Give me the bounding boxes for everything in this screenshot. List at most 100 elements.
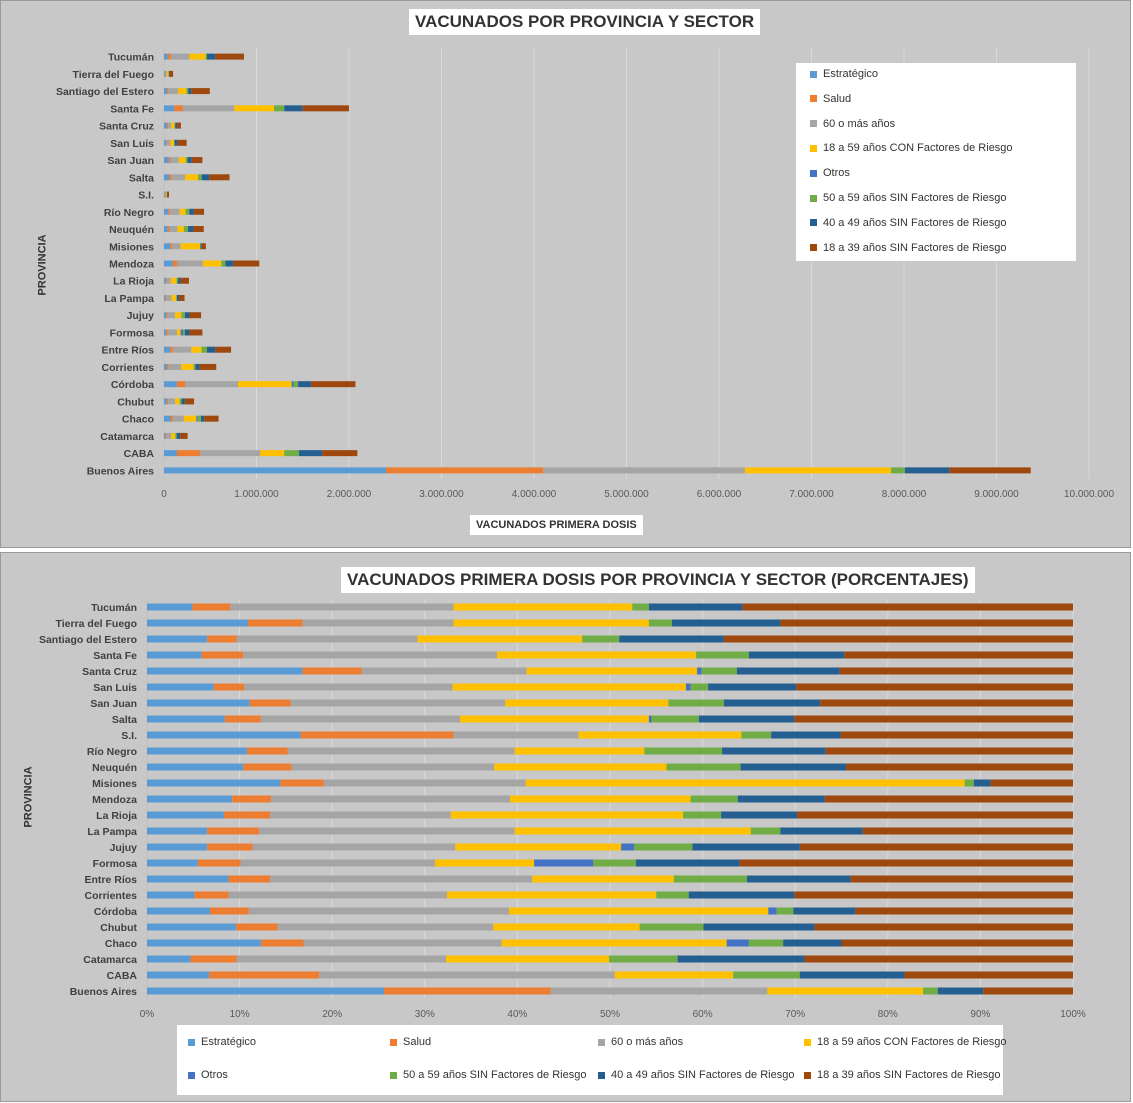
legend-item-salud: Salud	[390, 1036, 431, 1048]
bar-segment-18-a-39-anos-sin-factores-de-riesgo	[193, 226, 204, 233]
bar-segment-40-a-49-anos-sin-factores-de-riesgo	[937, 987, 984, 995]
legend-label: Otros	[823, 167, 850, 180]
bar-segment-18-a-39-anos-sin-factores-de-riesgo	[177, 122, 181, 129]
bar-segment-60-o-mas-anos	[170, 157, 179, 164]
y-tick-label: Corrientes	[101, 362, 154, 374]
bar-segment-18-a-39-anos-sin-factores-de-riesgo	[233, 260, 260, 267]
legend-label: Salud	[403, 1036, 432, 1048]
bar-segment-estrategico	[164, 294, 166, 301]
bar-segment-salud	[207, 635, 237, 643]
x-tick-label: 4.000.000	[512, 489, 557, 500]
bar-segment-60-o-mas-anos	[291, 763, 495, 771]
bar-segment-40-a-49-anos-sin-factores-de-riesgo	[168, 70, 170, 77]
y-tick-label: Salta	[129, 172, 154, 184]
bar-segment-salud	[192, 603, 231, 611]
bar-segment-salud	[232, 795, 272, 803]
bar-segment-salud	[167, 226, 170, 233]
x-tick-label: 30%	[415, 1009, 435, 1020]
x-tick-label: 5.000.000	[604, 489, 649, 500]
bar-segment-18-a-59-anos-con-factores-de-riesgo	[171, 432, 176, 439]
bar-segment-50-a-59-anos-sin-factores-de-riesgo	[683, 811, 722, 819]
bar-segment-18-a-59-anos-con-factores-de-riesgo	[166, 191, 167, 198]
x-tick-label: 40%	[507, 1009, 527, 1020]
bar-segment-estrategico	[164, 432, 166, 439]
bar-segment-estrategico	[147, 907, 210, 915]
bar-segment-otros	[198, 174, 199, 181]
x-tick-label: 2.000.000	[327, 489, 372, 500]
bar-segment-40-a-49-anos-sin-factores-de-riesgo	[188, 88, 192, 95]
y-tick-label: Córdoba	[94, 906, 137, 918]
legend-item-otros: Otros	[810, 167, 850, 179]
bar-segment-40-a-49-anos-sin-factores-de-riesgo	[783, 939, 842, 947]
bar-segment-60-o-mas-anos	[230, 603, 454, 611]
bar-segment-estrategico	[147, 699, 250, 707]
bar-segment-18-a-39-anos-sin-factores-de-riesgo	[825, 747, 1073, 755]
y-tick-label: Santa Fe	[93, 650, 137, 662]
legend-label: Estratégico	[823, 68, 879, 80]
bar-segment-50-a-59-anos-sin-factores-de-riesgo	[644, 747, 723, 755]
bar-segment-40-a-49-anos-sin-factores-de-riesgo	[723, 699, 821, 707]
bar-segment-salud	[190, 955, 237, 963]
bar-segment-18-a-59-anos-con-factores-de-riesgo	[525, 779, 965, 787]
legend-item-50-a-59-anos-sin-factores-de-riesgo: 50 a 59 años SIN Factores de Riesgo	[390, 1069, 586, 1081]
legend-swatch	[390, 1071, 397, 1079]
y-tick-label: Santiago del Estero	[56, 86, 154, 98]
bar-segment-50-a-59-anos-sin-factores-de-riesgo	[179, 398, 182, 405]
bar-segment-estrategico	[147, 987, 385, 995]
y-tick-label: Neuquén	[109, 224, 154, 236]
bar-segment-estrategico	[164, 467, 386, 474]
x-tick-label: 9.000.000	[974, 489, 1019, 500]
bar-segment-estrategico	[164, 226, 168, 233]
legend-label: 40 a 49 años SIN Factores de Riesgo	[823, 216, 1007, 229]
bar-segment-estrategico	[147, 795, 233, 803]
bar-segment-60-o-mas-anos	[171, 174, 186, 181]
y-tick-label: Neuquén	[92, 762, 137, 774]
bar-segment-50-a-59-anos-sin-factores-de-riesgo	[656, 891, 689, 899]
bar-segment-40-a-49-anos-sin-factores-de-riesgo	[177, 277, 181, 284]
y-tick-label: Jujuy	[110, 842, 138, 854]
chart-title: VACUNADOS POR PROVINCIA Y SECTOR	[409, 9, 761, 35]
bar-segment-18-a-59-anos-con-factores-de-riesgo	[170, 139, 174, 146]
bar-segment-estrategico	[147, 811, 224, 819]
bar-segment-18-a-59-anos-con-factores-de-riesgo	[175, 398, 180, 405]
bar-segment-50-a-59-anos-sin-factores-de-riesgo	[696, 651, 749, 659]
bar-segment-18-a-59-anos-con-factores-de-riesgo	[234, 105, 275, 112]
bar-segment-18-a-59-anos-con-factores-de-riesgo	[181, 363, 194, 370]
bar-segment-40-a-49-anos-sin-factores-de-riesgo	[721, 811, 798, 819]
bar-segment-18-a-39-anos-sin-factores-de-riesgo	[850, 875, 1073, 883]
bar-segment-60-o-mas-anos	[260, 715, 460, 723]
bar-segment-otros	[181, 312, 183, 319]
bar-segment-otros	[291, 381, 294, 388]
y-tick-label: Buenos Aires	[70, 986, 137, 998]
bar-segment-60-o-mas-anos	[166, 432, 172, 439]
bar-segment-40-a-49-anos-sin-factores-de-riesgo	[225, 260, 234, 267]
legend-item-60-o-mas-anos: 60 o más años	[810, 118, 895, 130]
bar-segment-18-a-59-anos-con-factores-de-riesgo	[455, 843, 622, 851]
bar-segment-18-a-39-anos-sin-factores-de-riesgo	[840, 731, 1073, 739]
bar-segment-estrategico	[164, 174, 170, 181]
bar-segment-18-a-59-anos-con-factores-de-riesgo	[171, 294, 177, 301]
legend-label: Otros	[201, 1069, 228, 1081]
bar-segment-salud	[243, 763, 292, 771]
legend-item-40-a-49-anos-sin-factores-de-riesgo: 40 a 49 años SIN Factores de Riesgo	[598, 1069, 794, 1081]
bar-segment-40-a-49-anos-sin-factores-de-riesgo	[799, 971, 905, 979]
y-tick-label: Río Negro	[104, 207, 154, 219]
bar-segment-40-a-49-anos-sin-factores-de-riesgo	[698, 715, 795, 723]
bar-segment-40-a-49-anos-sin-factores-de-riesgo	[747, 875, 851, 883]
bar-segment-50-a-59-anos-sin-factores-de-riesgo	[668, 699, 724, 707]
bar-segment-salud	[170, 415, 173, 422]
x-tick-label: 10%	[230, 1009, 250, 1020]
bar-segment-estrategico	[147, 651, 202, 659]
bar-segment-estrategico	[147, 763, 244, 771]
bar-segment-18-a-39-anos-sin-factores-de-riesgo	[814, 923, 1073, 931]
y-tick-label: Tierra del Fuego	[56, 618, 138, 630]
bar-segment-50-a-59-anos-sin-factores-de-riesgo	[182, 329, 185, 336]
legend-swatch	[810, 95, 817, 103]
bar-segment-40-a-49-anos-sin-factores-de-riesgo	[740, 763, 847, 771]
bar-segment-18-a-39-anos-sin-factores-de-riesgo	[983, 987, 1073, 995]
legend: Estratégico Salud 60 o más años 18 a 59 año…	[796, 63, 1076, 261]
bar-segment-18-a-59-anos-con-factores-de-riesgo	[178, 88, 187, 95]
bar-segment-estrategico	[164, 329, 166, 336]
y-tick-label: Buenos Aires	[87, 465, 154, 477]
bar-segment-40-a-49-anos-sin-factores-de-riesgo	[181, 398, 185, 405]
